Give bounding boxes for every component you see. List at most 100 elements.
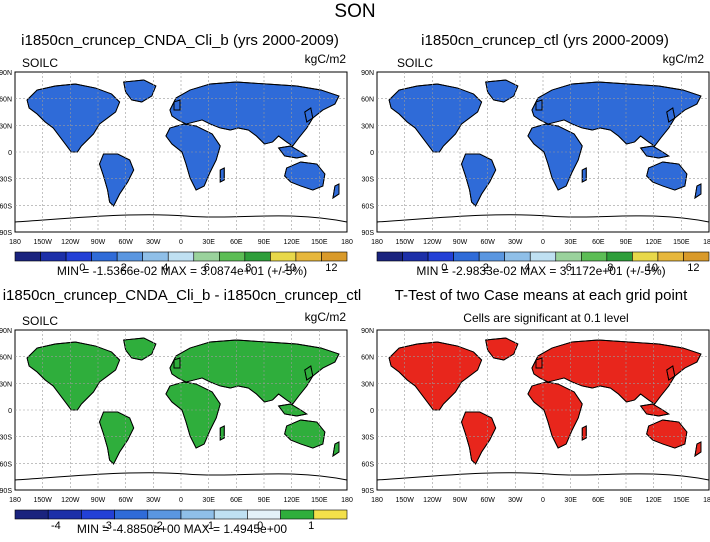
panel-left-label-bl: SOILC [22, 314, 58, 328]
lat-tick-label: 90S [0, 230, 12, 237]
lat-tick-label: 60S [0, 461, 12, 468]
lon-tick-label: 120E [645, 239, 662, 246]
lon-tick-label: 30W [508, 239, 523, 246]
lon-tick-label: 150E [673, 497, 690, 504]
lon-tick-label: 60W [118, 497, 133, 504]
colorbar-tick-label: 4 [162, 262, 168, 274]
colorbar-tick-label: 8 [245, 262, 251, 274]
lat-tick-label: 30N [361, 123, 374, 130]
colorbar-panel-bl: -4 -3 -2 -1 0 1 [14, 509, 348, 532]
colorbar-swatch [180, 509, 215, 520]
colorbar-swatch [321, 251, 348, 262]
lat-tick-label: 30S [0, 177, 12, 184]
lon-tick-label: 150E [311, 497, 328, 504]
colorbar-swatch [555, 251, 582, 262]
lon-tick-label: 120W [423, 497, 442, 504]
lat-tick-label: 30S [362, 177, 375, 184]
colorbar-tick-label: 0 [79, 262, 85, 274]
lat-tick-label: 60S [362, 461, 375, 468]
lon-tick-label: 180 [371, 497, 383, 504]
lat-tick-label: 0 [370, 150, 374, 157]
lat-tick-label: 30S [362, 435, 375, 442]
colorbar-tick-label: 6 [566, 262, 572, 274]
lat-tick-label: 90S [0, 488, 12, 495]
colorbar-tick-label: 12 [325, 262, 337, 274]
panel-title-bl: i1850cn_cruncep_CNDA_Cli_b - i1850cn_cru… [3, 287, 362, 304]
lat-tick-label: 60N [361, 355, 374, 362]
colorbar-swatch [142, 251, 169, 262]
lon-tick-label: 150E [673, 239, 690, 246]
lat-tick-label: 60N [0, 355, 12, 362]
colorbar-swatch [244, 251, 271, 262]
panel-left-label-tr: SOILC [397, 56, 433, 70]
lon-tick-label: 60E [592, 497, 605, 504]
lat-tick-label: 0 [370, 408, 374, 415]
colorbar-swatch [91, 251, 118, 262]
colorbar-swatch [47, 509, 82, 520]
colorbar-tick-label: 10 [646, 262, 658, 274]
panel-right-label-tl: kgC/m2 [305, 52, 347, 66]
lon-tick-label: 60W [480, 497, 495, 504]
colorbar-swatch [270, 251, 297, 262]
lon-tick-label: 180 [341, 239, 353, 246]
lon-tick-label: 120E [645, 497, 662, 504]
colorbar-tick-label: -1 [204, 520, 214, 532]
lon-tick-label: 150E [311, 239, 328, 246]
lon-tick-label: 90E [620, 239, 633, 246]
colorbar-tick-label: 0 [441, 262, 447, 274]
stats-tl: MIN = -1.5366e-02 MAX = 3.0874e+01 (+/-5… [57, 264, 307, 278]
lon-tick-label: 30E [564, 239, 577, 246]
colorbar-tick-label: 12 [687, 262, 699, 274]
lon-tick-label: 30E [202, 497, 215, 504]
lat-tick-label: 90N [361, 70, 374, 77]
colorbar-swatch [453, 251, 480, 262]
lon-tick-label: 90E [620, 497, 633, 504]
colorbar-swatch [295, 251, 322, 262]
lon-tick-label: 180 [9, 497, 21, 504]
lon-tick-label: 90W [453, 239, 468, 246]
colorbar-panel-tl: 0 2 4 6 8 10 12 [14, 251, 348, 274]
lon-tick-label: 90E [258, 239, 271, 246]
colorbar-tick-label: 1 [308, 520, 314, 532]
colorbar-tick-label: 0 [257, 520, 263, 532]
colorbar-tick-label: 2 [483, 262, 489, 274]
lon-tick-label: 90E [258, 497, 271, 504]
stats-tr: MIN = -2.9833e-02 MAX = 3.1172e+01 (+/-5… [416, 264, 665, 278]
colorbar-swatch [81, 509, 115, 520]
figure-title: SON [334, 1, 375, 22]
colorbar-tick-label: -3 [102, 520, 112, 532]
colorbar-swatch [313, 509, 348, 520]
lon-tick-label: 120W [61, 497, 80, 504]
colorbar-swatch [14, 509, 49, 520]
panel-center-label-br: Cells are significant at 0.1 level [463, 311, 628, 325]
lat-tick-label: 60N [0, 97, 12, 104]
lat-tick-label: 90N [0, 328, 12, 335]
lon-tick-label: 0 [541, 239, 545, 246]
lon-tick-label: 60W [480, 239, 495, 246]
lon-tick-label: 150W [34, 497, 53, 504]
lat-tick-label: 30N [0, 381, 12, 388]
colorbar-tick-label: 2 [121, 262, 127, 274]
colorbar-swatch [213, 509, 248, 520]
colorbar-swatch [14, 251, 41, 262]
lon-tick-label: 0 [541, 497, 545, 504]
panel-title-tr: i1850cn_cruncep_ctl (yrs 2000-2009) [421, 32, 669, 49]
lon-tick-label: 90W [91, 239, 106, 246]
lat-tick-label: 0 [8, 150, 12, 157]
colorbar-swatch [529, 251, 557, 262]
colorbar-swatch [147, 509, 182, 520]
colorbar-tick-label: 4 [524, 262, 530, 274]
lon-tick-label: 180 [9, 239, 21, 246]
panel-title-br: T-Test of two Case means at each grid po… [395, 287, 688, 304]
colorbar-tick-label: 10 [284, 262, 296, 274]
colorbar-tick-label: 6 [204, 262, 210, 274]
lon-tick-label: 120W [423, 239, 442, 246]
colorbar-swatch [116, 251, 143, 262]
lat-tick-label: 30S [0, 435, 12, 442]
lon-tick-label: 60E [230, 239, 243, 246]
colorbar-swatch [478, 251, 505, 262]
lat-tick-label: 30N [361, 381, 374, 388]
lon-tick-label: 150W [396, 239, 415, 246]
lat-tick-label: 90N [361, 328, 374, 335]
